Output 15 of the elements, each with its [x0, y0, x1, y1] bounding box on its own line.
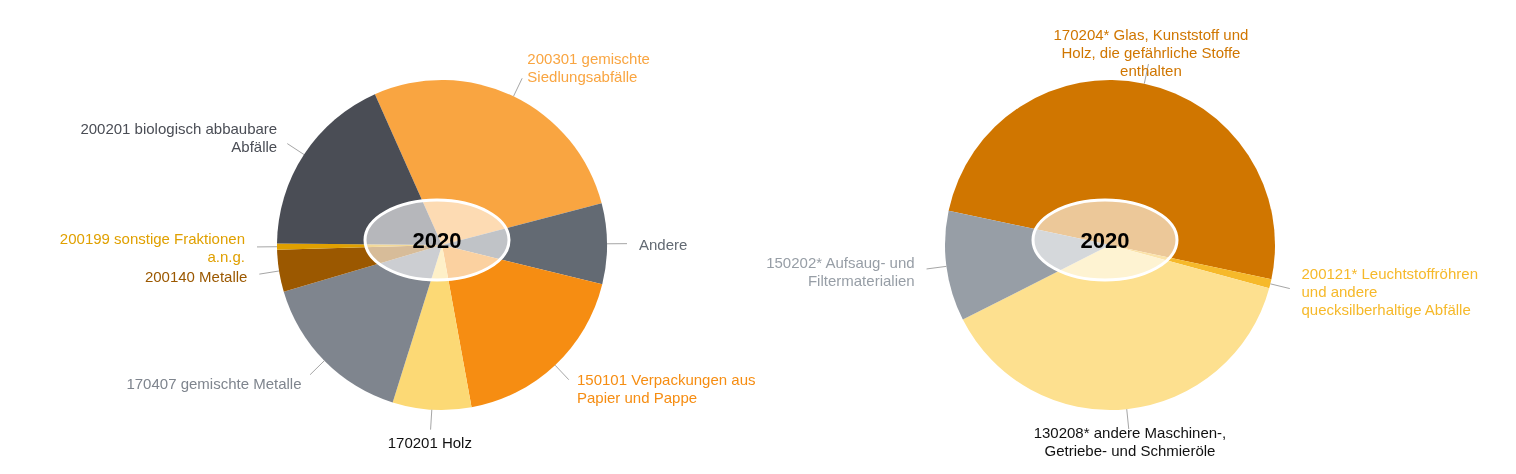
slice-label: 200199 sonstige Fraktionen a.n.g. — [59, 229, 246, 265]
slice-label: 200140 Metalle — [144, 267, 248, 285]
slice-label: 200121* Leuchtstoffröhren und andere quecksilberhaltige Abfälle — [1301, 264, 1478, 318]
slice-label: 170201 Holz — [387, 433, 472, 451]
slice-label: 130208* andere Maschinen-, Getriebe- und Schmieröle — [1033, 423, 1227, 459]
text: 2020 — [412, 227, 462, 253]
pie-slice — [948, 80, 1275, 280]
slice-label: 150202* Aufsaug- und Filtermaterialien — [766, 253, 915, 289]
slice-label: 150101 Verpackungen aus Papier und Pappe — [577, 370, 756, 406]
slice-label: 170204* Glas, Kunststoff und Holz, die gefährliche Stoffe enthalten — [1053, 25, 1249, 79]
text: 2020 — [1080, 227, 1130, 253]
slice-label: Andere — [638, 235, 688, 253]
slice-label: 170407 gemischte Metalle — [126, 374, 302, 392]
slice-label: 200201 biologisch abbaubare Abfälle — [80, 119, 278, 155]
slice-label: 200301 gemischte Siedlungsabfälle — [527, 49, 650, 85]
